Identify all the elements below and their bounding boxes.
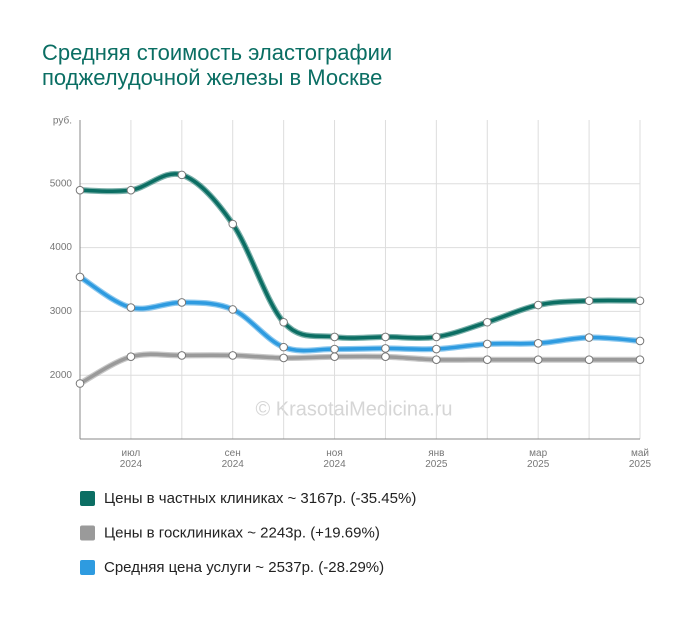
point — [126, 352, 136, 361]
point — [482, 317, 492, 327]
point — [228, 219, 238, 229]
point — [482, 339, 492, 349]
point — [584, 296, 594, 306]
point — [75, 185, 85, 195]
point — [432, 344, 441, 354]
point — [533, 300, 543, 310]
point — [482, 355, 492, 364]
x-tick-label: май 2025 — [629, 448, 652, 470]
x-tick-label: июл 2024 — [120, 448, 143, 470]
x-tick-label: мар 2025 — [527, 448, 550, 470]
point — [228, 351, 238, 360]
point — [177, 298, 187, 307]
line — [79, 172, 641, 340]
legend-label: Цены в госклиниках ~ 2243р. (+19.69%) — [104, 524, 380, 541]
legend-swatch — [80, 491, 95, 506]
point — [533, 339, 543, 348]
point — [381, 344, 390, 353]
point — [533, 355, 543, 364]
point — [584, 333, 594, 342]
legend-label: Средняя цена услуги ~ 2537р. (-28.29%) — [104, 559, 384, 576]
x-tick-label: янв 2025 — [425, 448, 448, 470]
point — [381, 332, 390, 342]
point — [635, 296, 645, 306]
watermark: © KrasotaiMedicina.ru — [255, 398, 452, 420]
x-tick-label: сен 2024 — [222, 448, 245, 470]
point — [584, 355, 594, 364]
point — [432, 355, 441, 364]
chart-title: поджелудочной железы в Москве — [42, 65, 382, 90]
legend-label: Цены в частных клиниках ~ 3167р. (-35.45… — [104, 490, 416, 507]
legend-swatch — [80, 525, 95, 541]
point — [330, 352, 339, 361]
y-tick-label: 5000 — [50, 178, 73, 189]
y-tick-label: 3000 — [50, 306, 73, 317]
x-tick-label: ноя 2024 — [323, 448, 346, 470]
point — [279, 353, 288, 363]
point — [126, 185, 136, 195]
y-unit: руб. — [53, 115, 72, 127]
point — [330, 344, 339, 354]
point — [381, 352, 390, 361]
point — [330, 332, 339, 342]
y-tick-label: 2000 — [50, 370, 73, 381]
point — [279, 342, 288, 352]
point — [635, 355, 645, 364]
legend-swatch — [80, 560, 95, 575]
point — [432, 332, 441, 342]
y-tick-label: 4000 — [50, 242, 73, 253]
point — [177, 351, 187, 360]
point — [635, 336, 645, 346]
point — [177, 170, 187, 180]
point — [75, 272, 85, 282]
point — [228, 305, 238, 314]
line-outline — [79, 170, 641, 341]
point — [75, 379, 85, 388]
point — [126, 303, 136, 312]
point — [279, 317, 288, 327]
chart-title: Средняя стоимость эластографии — [42, 40, 392, 65]
